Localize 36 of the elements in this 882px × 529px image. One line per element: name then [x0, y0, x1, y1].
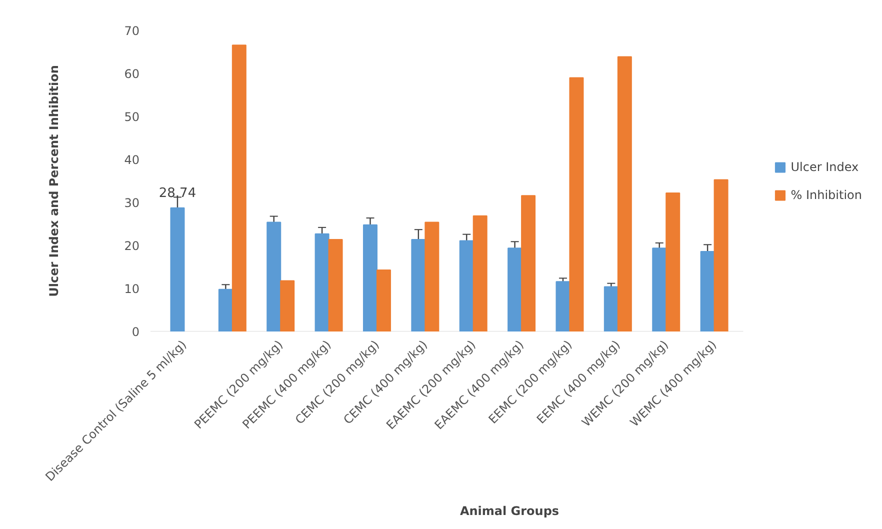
y-tick-label: 40: [124, 153, 140, 167]
y-tick-label: 60: [124, 67, 140, 81]
bar: [714, 179, 728, 332]
bar: [424, 222, 440, 332]
bar: [459, 240, 474, 332]
y-tick-label: 20: [124, 239, 140, 253]
bar: [232, 44, 246, 332]
y-tick-label: 10: [124, 282, 140, 296]
bar: [508, 248, 522, 332]
y-tick-label: 70: [124, 24, 140, 38]
data-label: 28.74: [158, 186, 196, 202]
legend-label: % Inhibition: [790, 188, 862, 202]
bar: [604, 286, 618, 332]
bar: [666, 192, 680, 332]
y-axis-title: Ulcer Index and Percent Inhibition: [47, 65, 62, 297]
legend-label: Ulcer Index: [790, 160, 859, 174]
bar: [700, 251, 715, 332]
bar: [617, 56, 632, 332]
y-tick-label: 50: [124, 110, 140, 124]
bar: [266, 222, 282, 332]
bar: [280, 280, 295, 332]
bar: [218, 288, 233, 332]
bar: [362, 224, 378, 332]
bar: [376, 270, 391, 332]
y-tick-label: 30: [124, 196, 140, 210]
bar: [556, 281, 570, 332]
bar: [652, 248, 667, 332]
y-tick-label: 0: [132, 325, 140, 339]
bar: [521, 195, 536, 332]
x-axis-title: Animal Groups: [460, 504, 560, 518]
bar: [170, 207, 185, 332]
bar: [569, 77, 584, 332]
bar: [472, 215, 488, 332]
bar: [314, 233, 330, 332]
bar: [328, 238, 343, 332]
bar: [411, 238, 426, 332]
